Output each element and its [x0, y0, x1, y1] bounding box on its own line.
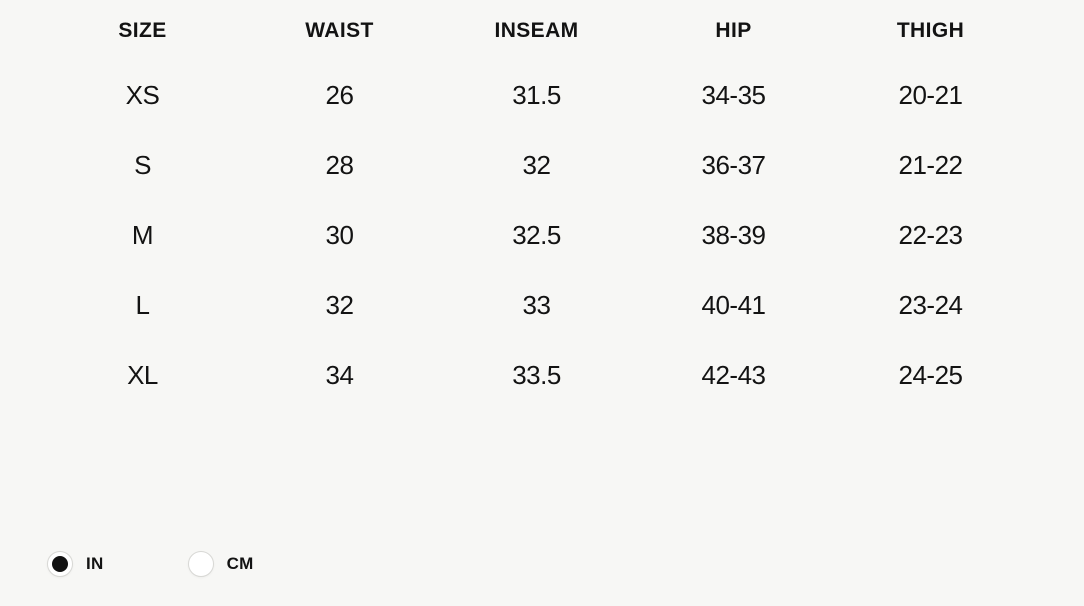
table-row-l: L 32 33 40-41 23-24 [44, 270, 1029, 340]
table-cell: 34 [325, 359, 354, 390]
size-chart-table: SIZE WAIST INSEAM HIP THIGH XS 26 31.5 3… [44, 2, 1029, 410]
row-label-l: L [135, 289, 150, 320]
table-row-xl: XL 34 33.5 42-43 24-25 [44, 340, 1029, 410]
table-cell: 23-24 [898, 289, 964, 320]
table-cell: 40-41 [701, 289, 767, 320]
unit-toggle: IN CM [47, 551, 254, 577]
table-cell: 33 [522, 289, 551, 320]
table-cell: 32 [325, 289, 354, 320]
table-header-row: SIZE WAIST INSEAM HIP THIGH [44, 2, 1029, 60]
table-cell: 21-22 [898, 149, 964, 180]
column-header-waist: WAIST [305, 19, 374, 42]
table-cell: 31.5 [512, 79, 561, 110]
column-header-inseam: INSEAM [494, 19, 579, 42]
table-cell: 26 [325, 79, 354, 110]
table-cell: 32 [522, 149, 551, 180]
table-cell: 24-25 [898, 359, 964, 390]
row-label-m: M [131, 219, 154, 250]
table-cell: 28 [325, 149, 354, 180]
table-cell: 36-37 [701, 149, 767, 180]
unit-option-in[interactable]: IN [47, 551, 104, 577]
column-header-thigh: THIGH [896, 19, 965, 42]
row-label-s: S [134, 149, 151, 180]
unit-label-cm[interactable]: CM [226, 554, 254, 573]
table-cell: 33.5 [512, 359, 561, 390]
table-cell: 32.5 [512, 219, 561, 250]
unit-option-cm[interactable]: CM [187, 551, 254, 577]
table-cell: 20-21 [898, 79, 964, 110]
table-row-m: M 30 32.5 38-39 22-23 [44, 200, 1029, 270]
table-cell: 38-39 [701, 219, 767, 250]
column-header-hip: HIP [715, 19, 752, 42]
table-cell: 22-23 [898, 219, 964, 250]
unit-label-in[interactable]: IN [86, 554, 104, 573]
row-label-xl: XL [127, 359, 158, 390]
table-cell: 34-35 [701, 79, 767, 110]
table-row-xs: XS 26 31.5 34-35 20-21 [44, 60, 1029, 130]
row-label-xs: XS [125, 79, 160, 110]
table-row-s: S 28 32 36-37 21-22 [44, 130, 1029, 200]
radio-icon-cm[interactable] [187, 551, 214, 577]
radio-icon-in[interactable] [47, 551, 73, 577]
radio-dot-icon [52, 556, 68, 572]
table-cell: 30 [325, 219, 354, 250]
table-cell: 42-43 [701, 359, 767, 390]
column-header-size: SIZE [118, 19, 167, 42]
